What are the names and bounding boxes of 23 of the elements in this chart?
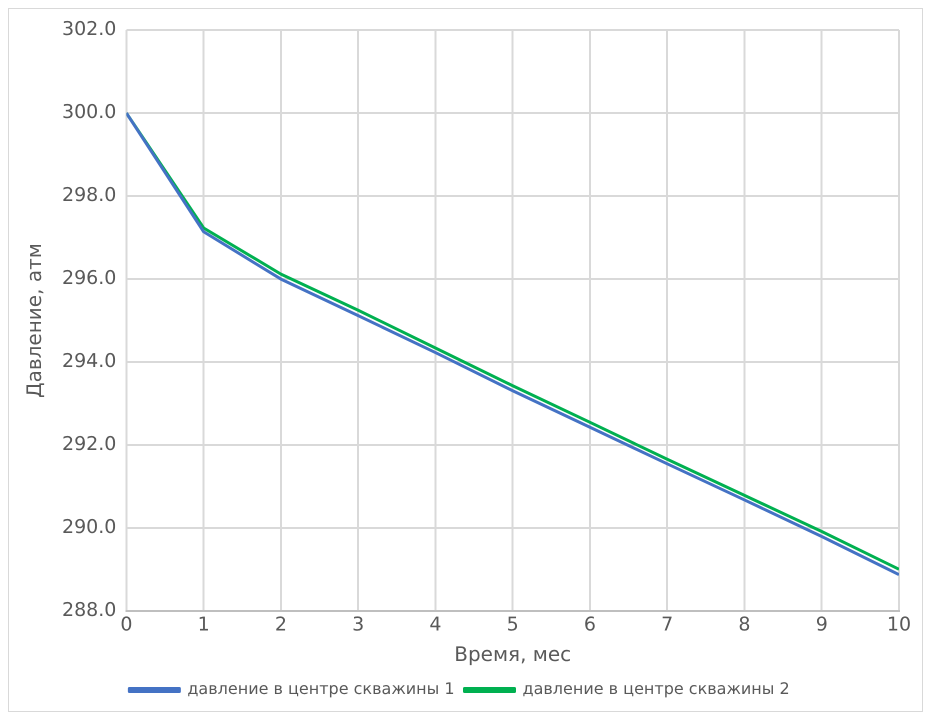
y-tick-label: 294.0: [62, 350, 116, 372]
y-tick-label: 290.0: [62, 516, 116, 538]
y-tick-label: 302.0: [62, 18, 116, 40]
x-tick-label: 6: [584, 614, 596, 636]
x-tick-label: 9: [816, 614, 828, 636]
x-tick-label: 7: [661, 614, 674, 636]
legend-label: давление в центре скважины 2: [522, 679, 790, 698]
x-tick-label: 8: [738, 614, 751, 636]
y-tick-label: 296.0: [62, 267, 116, 290]
y-tick-label: 298.0: [62, 184, 116, 206]
x-tick-label: 4: [429, 614, 442, 636]
y-axis-title: Давление, атм: [22, 243, 46, 398]
x-tick-label: 5: [506, 614, 519, 636]
legend-label: давление в центре скважины 1: [187, 679, 454, 698]
y-tick-label: 288.0: [62, 599, 116, 622]
y-tick-label: 300.0: [62, 100, 116, 123]
x-tick-label: 0: [120, 614, 132, 636]
y-tick-label: 292.0: [62, 433, 116, 456]
x-tick-label: 3: [352, 614, 364, 636]
x-axis-title: Время, мес: [454, 642, 572, 666]
x-tick-label: 2: [274, 614, 287, 636]
x-tick-label: 10: [886, 614, 912, 636]
x-tick-label: 1: [198, 614, 210, 636]
